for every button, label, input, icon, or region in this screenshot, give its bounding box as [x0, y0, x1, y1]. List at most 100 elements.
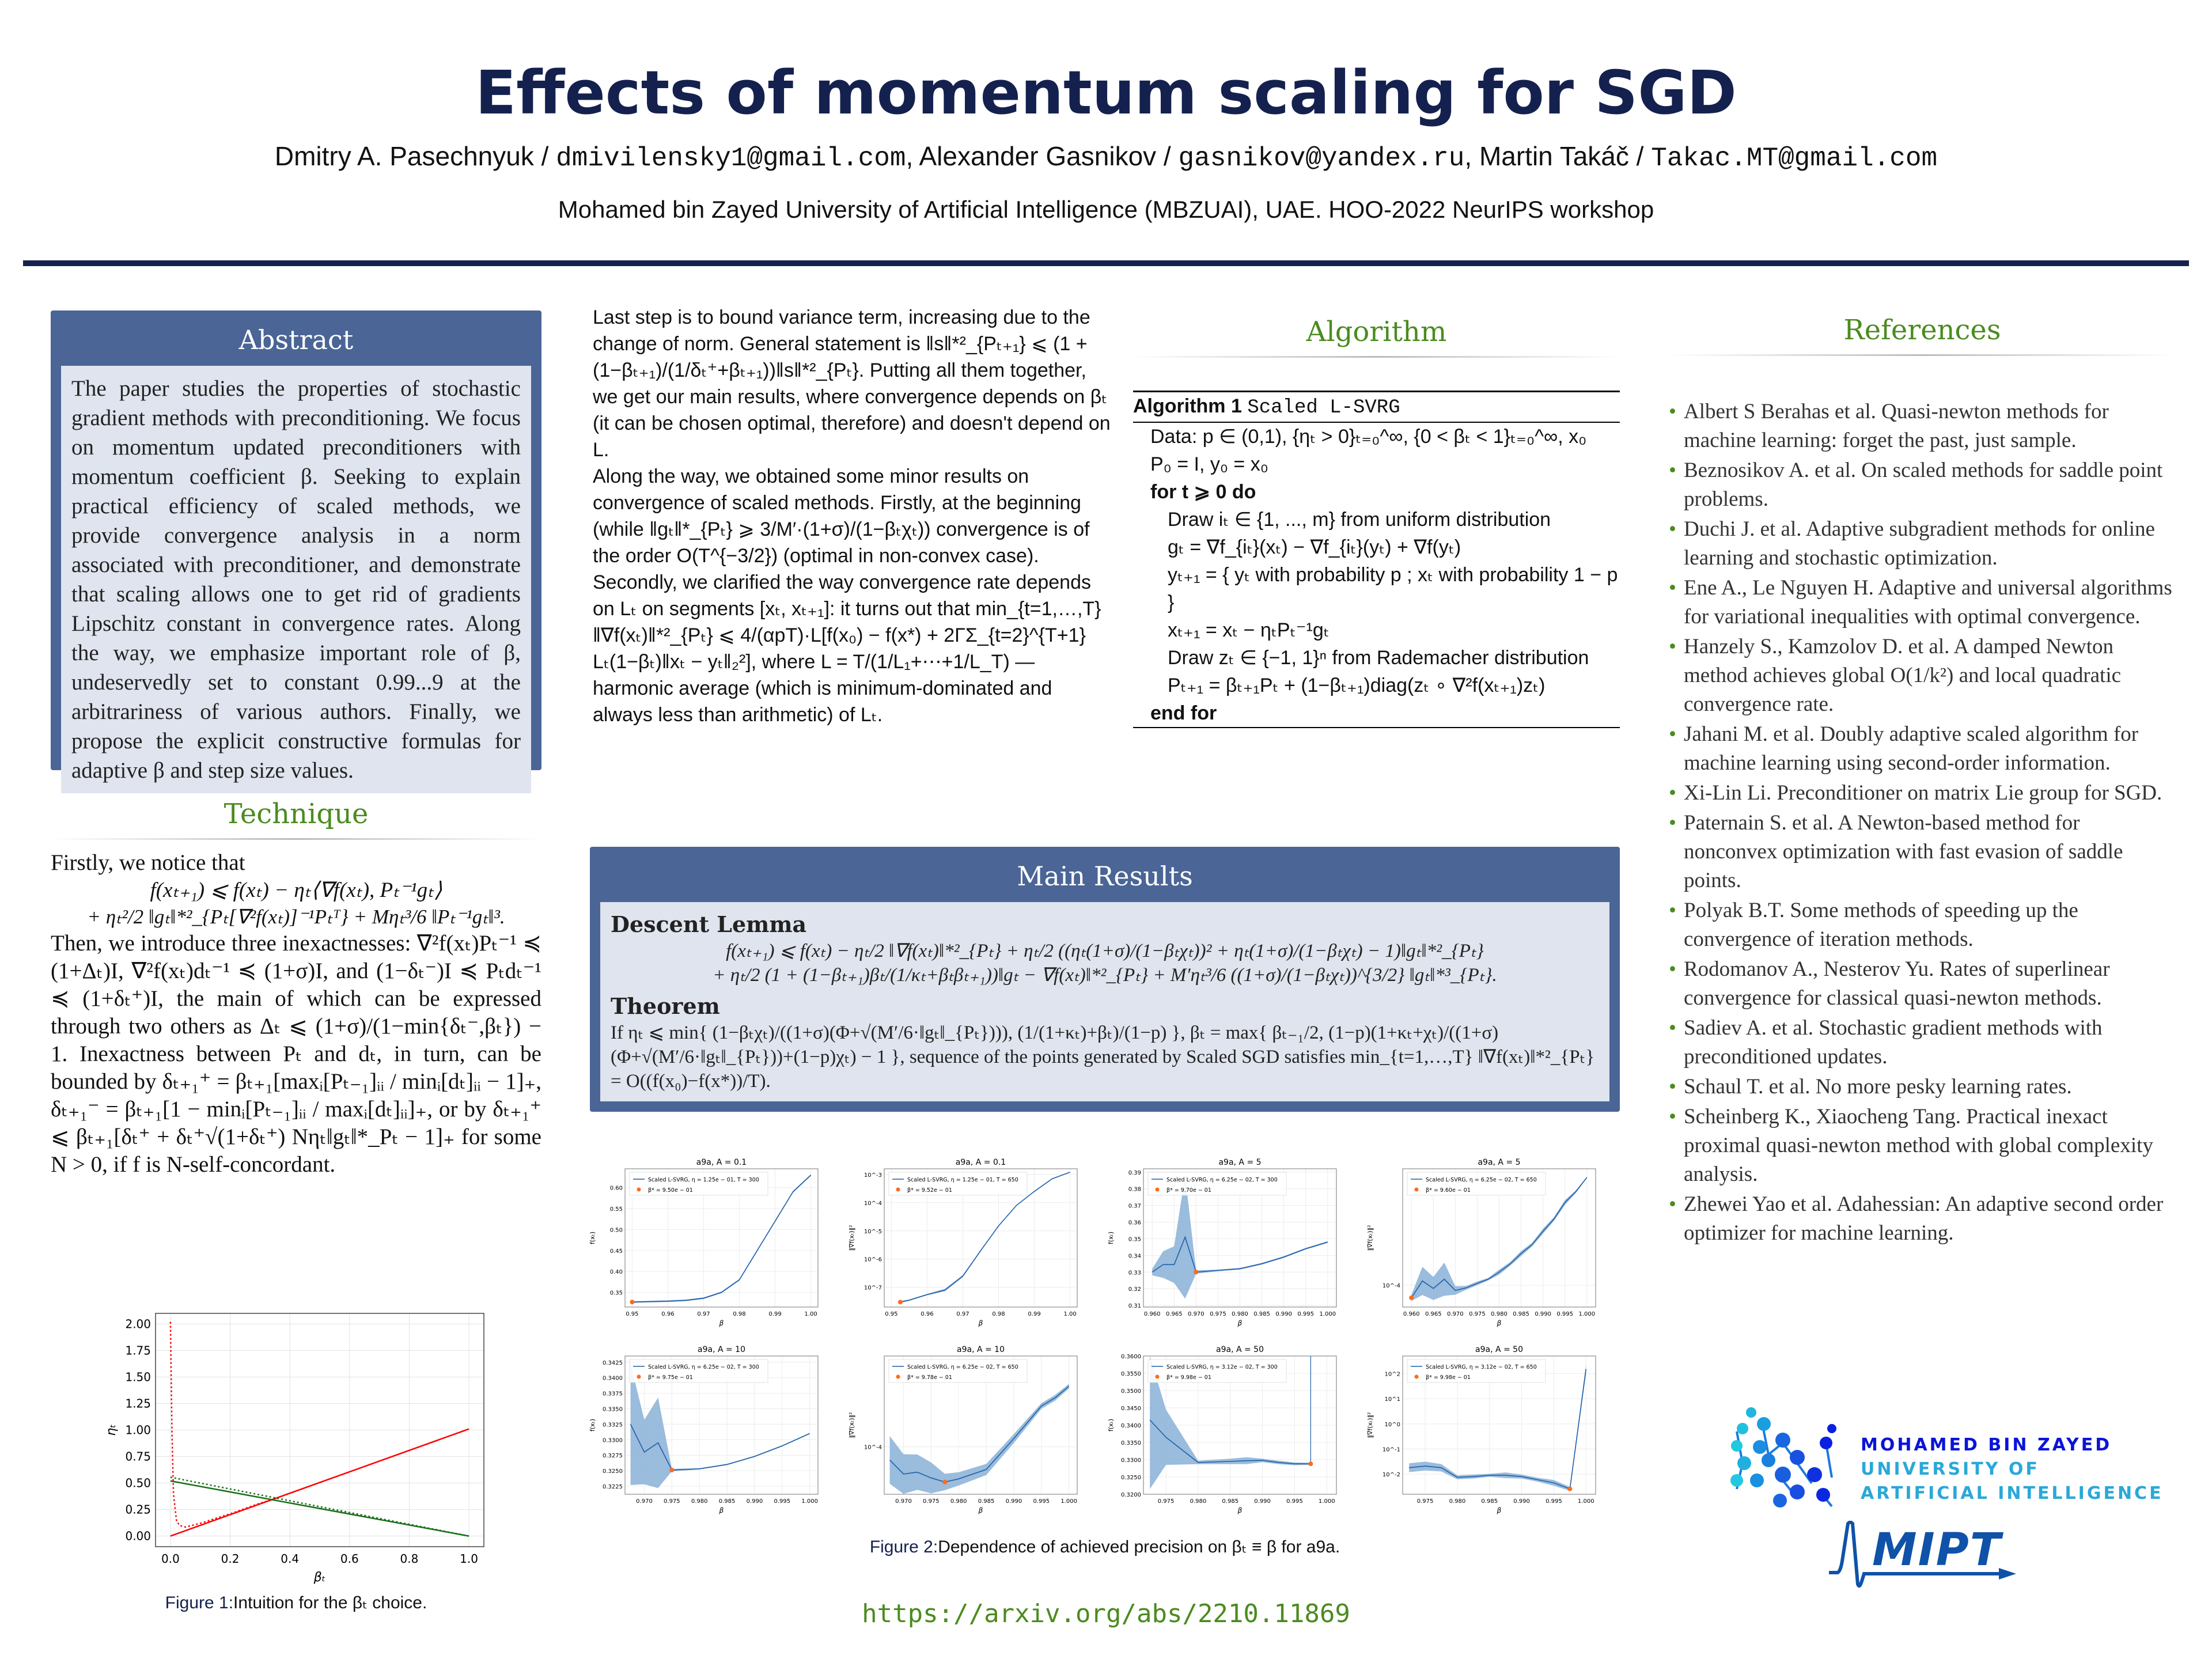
algo-line: Pₜ₊₁ = βₜ₊₁Pₜ + (1−βₜ₊₁)diag(zₜ ∘ ∇²f(xₜ…: [1168, 675, 1546, 696]
y-tick-label: 0.3250: [603, 1468, 623, 1475]
y-tick-label: 0.35: [610, 1290, 623, 1297]
mbzuai-line2: UNIVERSITY OF: [1861, 1459, 2040, 1479]
technique-heading: Technique: [224, 798, 369, 830]
legend-marker-icon: [1414, 1187, 1419, 1192]
y-tick-label: 1.50: [125, 1370, 151, 1384]
y-axis-label: f(xₜ): [1107, 1419, 1115, 1431]
x-tick-label: 0.990: [1513, 1498, 1530, 1505]
x-tick-label: 0.975: [923, 1498, 940, 1505]
confidence-band: [630, 1363, 810, 1488]
x-tick-label: 0.995: [1033, 1498, 1050, 1505]
x-tick-label: 0.2: [221, 1552, 240, 1566]
legend-box: [1407, 1359, 1546, 1383]
y-tick-label: 0.38: [1128, 1187, 1141, 1193]
x-tick-label: 0.990: [1275, 1311, 1292, 1317]
y-tick-label: 0.33: [1128, 1270, 1141, 1276]
y-tick-label: 0.40: [610, 1269, 623, 1275]
reference-item: Xi-Lin Li. Preconditioner on matrix Lie …: [1669, 779, 2176, 808]
reference-item: Beznosikov A. et al. On scaled methods f…: [1669, 456, 2176, 514]
legend-marker-icon: [1155, 1187, 1160, 1192]
main-results-heading: Main Results: [1017, 861, 1193, 892]
algorithm-label: Algorithm 1: [1133, 395, 1242, 417]
series-line: [1149, 1419, 1311, 1464]
legend-star-label: β* = 9.70e − 01: [1166, 1187, 1211, 1194]
x-tick-label: 1.00: [804, 1311, 817, 1317]
technique-eq1: f(xₜ₊₁) ⩽ f(xₜ) − ηₜ⟨∇f(xₜ), Pₜ⁻¹gₜ⟩: [150, 878, 442, 902]
subplot-title: a9a, A = 50: [1475, 1345, 1523, 1354]
legend-label: Scaled L-SVRG, η = 3.12e − 02, T = 650: [1426, 1364, 1537, 1370]
optimal-beta-marker: [1308, 1461, 1313, 1467]
y-tick-label: 10^-1: [1382, 1446, 1400, 1453]
x-tick-label: 1.0: [460, 1552, 478, 1566]
y-tick-label: 0.3225: [603, 1484, 623, 1490]
legend-label: Scaled L-SVRG, η = 6.25e − 02, T = 650: [1426, 1177, 1537, 1183]
series-line: [632, 1175, 812, 1303]
x-tick-label: 0.970: [636, 1498, 653, 1505]
series-line-green-solid: [170, 1480, 469, 1537]
x-tick-label: 0.995: [1546, 1498, 1562, 1505]
subplot-title: a9a, A = 0.1: [696, 1158, 747, 1167]
reference-item: Paternain S. et al. A Newton-based metho…: [1669, 809, 2176, 895]
y-tick-label: 0.55: [610, 1206, 623, 1213]
legend-label: Scaled L-SVRG, η = 6.25e − 02, T = 650: [907, 1364, 1018, 1370]
x-axis-label: β: [978, 1319, 983, 1327]
y-tick-label: 0.75: [125, 1450, 151, 1464]
references-heading: References: [1843, 314, 2001, 346]
x-tick-label: 0.995: [774, 1498, 790, 1505]
mipt-pulse-icon: [1829, 1521, 2016, 1588]
x-tick-label: 0.985: [1253, 1311, 1270, 1317]
algorithm-body: Data: p ∈ (0,1), {ηₜ > 0}ₜ₌₀^∞, {0 < βₜ …: [1133, 423, 1620, 728]
x-tick-label: 0.965: [1166, 1311, 1183, 1317]
legend-label: Scaled L-SVRG, η = 1.25e − 01, T = 650: [907, 1177, 1018, 1183]
abstract-heading: Abstract: [238, 324, 354, 355]
algo-line: gₜ = ∇f_{iₜ}(xₜ) − ∇f_{iₜ}(yₜ) + ∇f(yₜ): [1168, 536, 1461, 558]
x-tick-label: 0.96: [661, 1311, 674, 1317]
reference-item: Scheinberg K., Xiaocheng Tang. Practical…: [1669, 1103, 2176, 1189]
subplot-title: a9a, A = 10: [957, 1345, 1005, 1354]
email-link[interactable]: Takac.MT@gmail.com: [1651, 143, 1938, 173]
x-axis-label: β: [1237, 1319, 1243, 1327]
algorithm-heading: Algorithm: [1306, 316, 1447, 348]
technique-section: Technique Firstly, we notice that f(xₜ₊₁…: [51, 798, 541, 1179]
technique-text: Then, we introduce three inexactnesses: …: [51, 931, 541, 1177]
legend-box: [1147, 1172, 1287, 1196]
optimal-beta-marker: [1194, 1270, 1199, 1275]
y-tick-label: 1.75: [125, 1343, 151, 1357]
heading-divider: [1669, 354, 2176, 356]
y-tick-label: 10^-4: [864, 1200, 882, 1207]
x-tick-label: 0.980: [950, 1498, 967, 1505]
y-tick-label: 0.34: [1128, 1253, 1141, 1259]
y-tick-label: 0.45: [610, 1248, 623, 1255]
arxiv-link[interactable]: https://arxiv.org/abs/2210.11869: [862, 1599, 1350, 1628]
y-tick-label: 10^-3: [864, 1172, 882, 1179]
figure1-chart: 0.0 0.2 0.4 0.6 0.8 1.0 0.00 0.25 0.50 0.75 1.00 1.…: [104, 1313, 484, 1585]
series-line-green-dotted: [170, 1476, 469, 1537]
plot-frame: [624, 1168, 819, 1308]
legend-marker-icon: [637, 1187, 641, 1192]
y-tick-label: 10^-6: [864, 1257, 882, 1263]
legend-box: [1407, 1172, 1546, 1196]
x-tick-label: 0.0: [161, 1552, 180, 1566]
x-tick-label: 0.97: [697, 1311, 710, 1317]
y-tick-label: 1.25: [125, 1396, 151, 1410]
y-tick-label: 0.3400: [1121, 1423, 1141, 1429]
algo-line: Draw iₜ ∈ {1, ..., m} from uniform distr…: [1168, 509, 1551, 531]
y-axis-label: f(xₜ): [1107, 1232, 1115, 1244]
y-tick-label: 2.00: [125, 1317, 151, 1331]
series-line-red-solid: [170, 1428, 469, 1537]
x-tick-label: 0.985: [978, 1498, 995, 1505]
plot-frame: [1143, 1355, 1337, 1495]
email-link[interactable]: gasnikov@yandex.ru: [1178, 143, 1465, 173]
x-axis-label: β: [719, 1319, 724, 1327]
algorithm-heading-wrap: Algorithm: [1133, 316, 1620, 358]
mipt-logo: MIPT: [1826, 1521, 2022, 1596]
mbzuai-line1: MOHAMED BIN ZAYED: [1861, 1435, 2112, 1455]
email-link[interactable]: dmivilensky1@gmail.com: [556, 143, 906, 173]
main-results-box: Main Results Descent Lemma f(xₜ₊₁) ⩽ f(x…: [590, 847, 1620, 1112]
algorithm-name: Scaled L-SVRG: [1247, 397, 1400, 419]
legend-star-label: β* = 9.78e − 01: [907, 1374, 952, 1381]
y-tick-label: 10^2: [1385, 1372, 1400, 1378]
plot-frame: [155, 1313, 484, 1547]
x-tick-label: 0.975: [664, 1498, 680, 1505]
reference-item: Albert S Berahas et al. Quasi-newton met…: [1669, 397, 2176, 455]
